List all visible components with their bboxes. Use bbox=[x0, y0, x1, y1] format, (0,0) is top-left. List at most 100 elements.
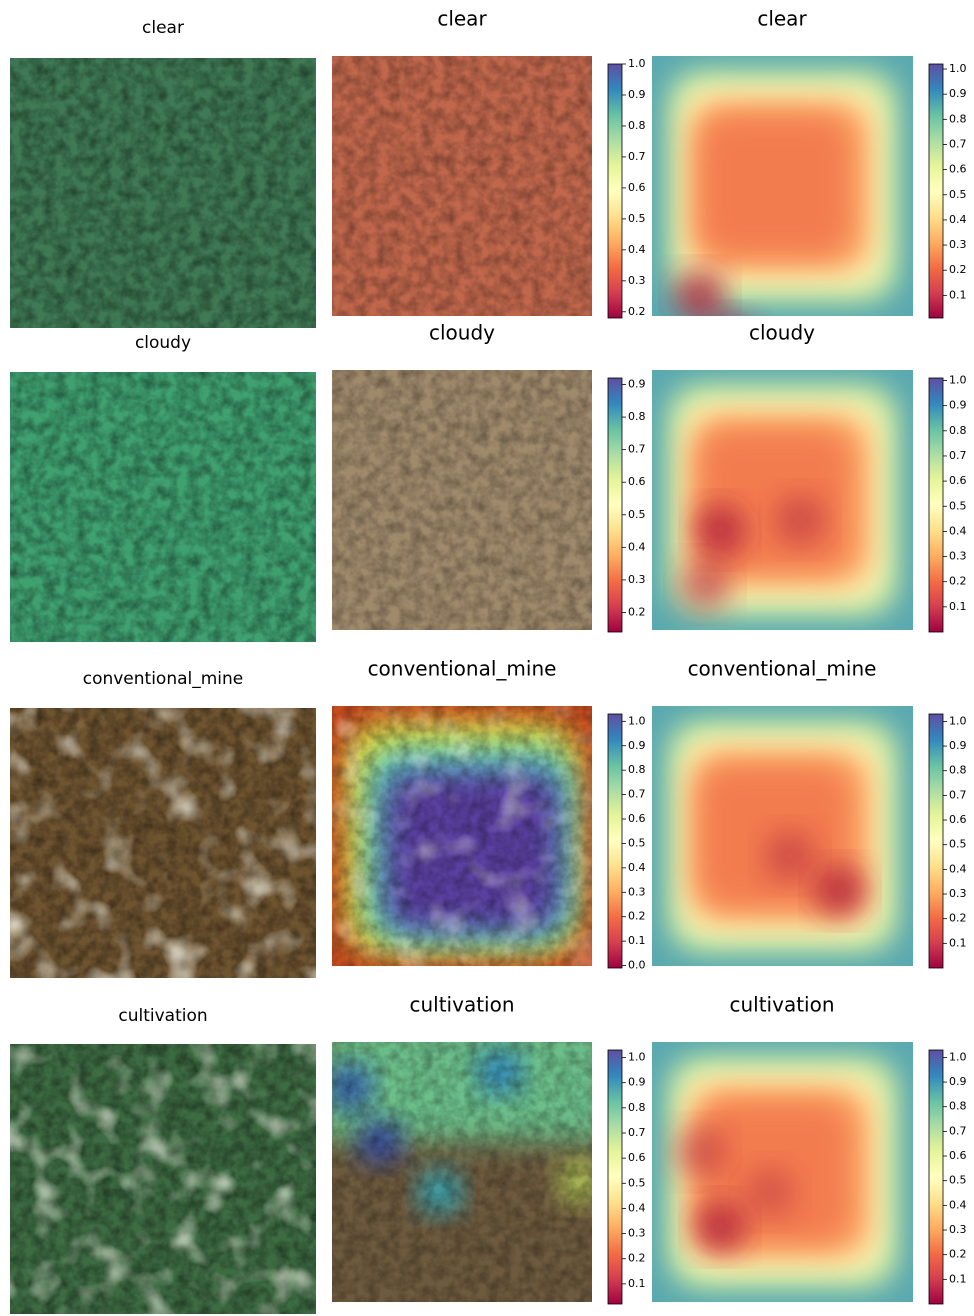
colorbar-tick-label: 0.7 bbox=[949, 137, 967, 150]
colorbar-tick-label: 0.5 bbox=[949, 499, 967, 512]
colorbar-tick-label: 1.0 bbox=[628, 1051, 646, 1064]
colorbar-tick-label: 0.2 bbox=[628, 910, 646, 923]
heatmap-peak bbox=[694, 1201, 746, 1253]
colorbar-tick-label: 0.2 bbox=[628, 305, 646, 318]
colorbar-tick-label: 0.6 bbox=[949, 813, 967, 826]
panel-title: cloudy bbox=[135, 333, 191, 353]
heatmap-peak bbox=[674, 1126, 726, 1178]
image-panel bbox=[332, 706, 592, 966]
colorbar-tick-label: 0.6 bbox=[949, 163, 967, 176]
colorbar-tick-label: 0.9 bbox=[949, 739, 967, 752]
colorbar: 1.0 0.9 0.8 0.7 0.6 0.5 0.4 0.3 0.2 0.1 bbox=[929, 374, 967, 632]
panel-title: cloudy bbox=[429, 321, 495, 345]
colorbar-gradient bbox=[608, 64, 622, 318]
panel-title: clear bbox=[142, 18, 184, 38]
colorbar-tick-label: 0.6 bbox=[949, 474, 967, 487]
colorbar-tick-label: 0.7 bbox=[628, 443, 646, 456]
colorbar-tick-label: 0.3 bbox=[949, 550, 967, 563]
colorbar-tick-label: 0.7 bbox=[949, 1124, 967, 1137]
colorbar-tick-label: 0.3 bbox=[628, 573, 646, 586]
panel-title: cultivation bbox=[118, 1006, 207, 1026]
colorbar-tick-label: 0.2 bbox=[949, 575, 967, 588]
heatmap-peak bbox=[764, 830, 816, 882]
colorbar-tick-label: 0.6 bbox=[628, 1151, 646, 1164]
image-panel bbox=[10, 708, 316, 978]
colorbar-tick-label: 0.4 bbox=[628, 861, 646, 874]
colorbar-tick-label: 0.4 bbox=[628, 1201, 646, 1214]
colorbar-tick-label: 0.1 bbox=[949, 288, 967, 301]
photo-texture bbox=[10, 372, 316, 642]
heatmap-core bbox=[700, 116, 850, 256]
colorbar: 0.9 0.8 0.7 0.6 0.5 0.4 0.3 0.2 bbox=[608, 378, 646, 632]
colorbar-tick-label: 0.5 bbox=[628, 212, 646, 225]
colorbar-tick-label: 0.9 bbox=[628, 378, 646, 391]
colorbar-tick-label: 0.2 bbox=[628, 605, 646, 618]
overlay-texture bbox=[332, 56, 592, 316]
colorbar-tick-label: 0.8 bbox=[949, 764, 967, 777]
colorbar-tick-label: 0.5 bbox=[628, 508, 646, 521]
overlay-texture bbox=[332, 1042, 592, 1302]
photo-highlights bbox=[10, 708, 316, 978]
colorbar-gradient bbox=[929, 378, 943, 632]
colorbar-tick-label: 1.0 bbox=[949, 374, 967, 387]
colorbar-tick-label: 0.7 bbox=[628, 1126, 646, 1139]
colorbar-tick-label: 0.9 bbox=[628, 739, 646, 752]
colorbar: 1.00.90.80.70.60.50.40.30.20.1 bbox=[929, 62, 967, 318]
panel-title: clear bbox=[757, 7, 807, 31]
image-panel bbox=[320, 1022, 610, 1302]
colorbar-tick-label: 0.3 bbox=[949, 1223, 967, 1236]
colorbar: 1.00.90.80.70.60.50.40.30.20.1 bbox=[608, 1050, 646, 1304]
colorbar-tick-label: 0.9 bbox=[949, 399, 967, 412]
panel-title: conventional_mine bbox=[688, 657, 877, 681]
image-panel bbox=[10, 372, 316, 642]
colorbar-tick-label: 1.0 bbox=[628, 714, 646, 727]
photo-highlights bbox=[10, 1044, 316, 1314]
colorbar-tick-label: 0.7 bbox=[628, 788, 646, 801]
panel-title: cloudy bbox=[749, 321, 815, 345]
colorbar-tick-label: 0.1 bbox=[628, 1277, 646, 1290]
colorbar: 1.00.90.80.70.60.50.40.30.20.10.0 bbox=[608, 714, 646, 972]
colorbar-tick-label: 0.3 bbox=[628, 1227, 646, 1240]
colorbar-tick-label: 0.1 bbox=[949, 936, 967, 949]
panel-title: conventional_mine bbox=[83, 669, 244, 689]
panel-title: clear bbox=[437, 7, 487, 31]
colorbar-tick-label: 0.1 bbox=[949, 1272, 967, 1285]
colorbar-tick-label: 0.2 bbox=[949, 1248, 967, 1261]
image-panel bbox=[652, 706, 913, 966]
photo-texture bbox=[10, 58, 316, 328]
image-panel bbox=[652, 1042, 913, 1302]
colorbar: 1.0 0.9 0.8 0.7 0.6 0.5 0.4 0.3 0.2 0.1 bbox=[929, 1050, 967, 1304]
colorbar-tick-label: 1.0 bbox=[949, 1050, 967, 1063]
colorbar-tick-label: 0.6 bbox=[949, 1149, 967, 1162]
colorbar-tick-label: 1.0 bbox=[949, 62, 967, 75]
colorbar-tick-label: 0.9 bbox=[949, 1075, 967, 1088]
colorbar-tick-label: 0.9 bbox=[628, 88, 646, 101]
colorbar-gradient bbox=[608, 378, 622, 632]
colorbar-tick-label: 0.4 bbox=[628, 243, 646, 256]
colorbar-tick-label: 0.4 bbox=[949, 524, 967, 537]
colorbar-tick-label: 0.5 bbox=[949, 838, 967, 851]
colorbar-tick-label: 0.7 bbox=[949, 449, 967, 462]
colorbar-tick-label: 0.2 bbox=[949, 263, 967, 276]
colorbar-tick-label: 0.7 bbox=[628, 150, 646, 163]
colorbar-tick-label: 0.4 bbox=[628, 540, 646, 553]
colorbar-tick-label: 0.8 bbox=[628, 763, 646, 776]
colorbar-tick-label: 0.5 bbox=[949, 1174, 967, 1187]
heatmap-peak bbox=[774, 494, 826, 546]
colorbar-tick-label: 0.6 bbox=[628, 181, 646, 194]
colorbar-tick-label: 0.8 bbox=[628, 410, 646, 423]
colorbar-tick-label: 0.6 bbox=[628, 812, 646, 825]
overlay-texture bbox=[332, 370, 592, 630]
colorbar-tick-label: 0.3 bbox=[628, 885, 646, 898]
heatmap-peak bbox=[814, 865, 866, 917]
colorbar-tick-label: 0.2 bbox=[949, 912, 967, 925]
colorbar-tick-label: 0.4 bbox=[949, 213, 967, 226]
colorbar-tick-label: 0.4 bbox=[949, 1198, 967, 1211]
colorbar-tick-label: 0.8 bbox=[949, 424, 967, 437]
colorbar-tick-label: 0.5 bbox=[628, 1176, 646, 1189]
colorbar-tick-label: 0.1 bbox=[949, 600, 967, 613]
image-panel bbox=[652, 370, 913, 630]
colorbar-tick-label: 0.1 bbox=[628, 934, 646, 947]
colorbar-tick-label: 0.6 bbox=[628, 475, 646, 488]
colorbar-tick-label: 0.8 bbox=[949, 1100, 967, 1113]
